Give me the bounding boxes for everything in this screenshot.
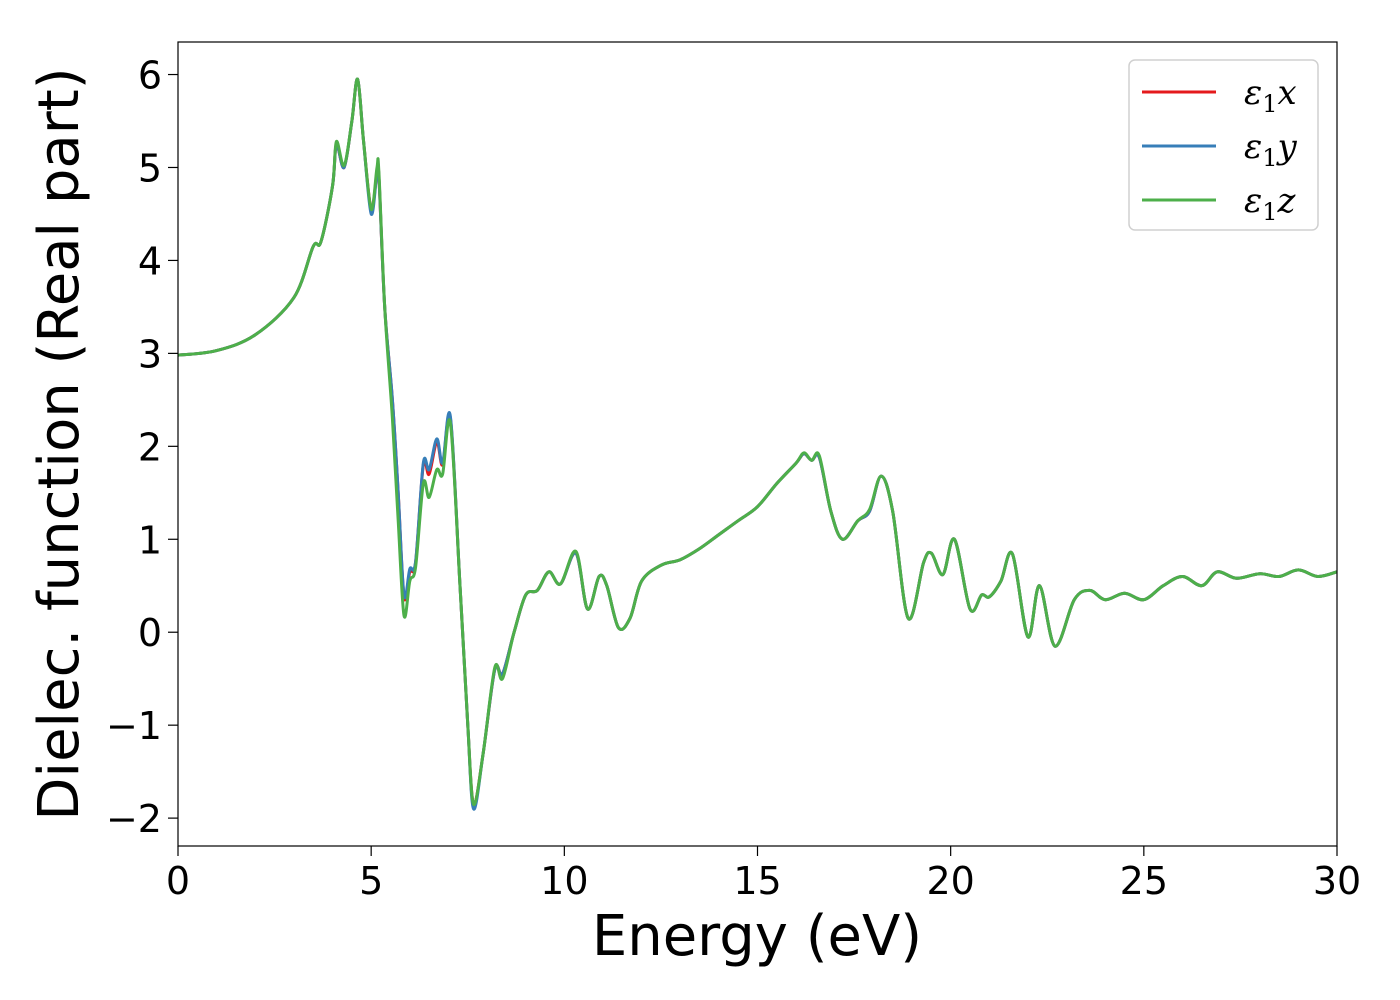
y-axis-title: Dielec. function (Real part) bbox=[27, 67, 92, 820]
legend-symbol: ε bbox=[1244, 127, 1262, 167]
x-axis-title: Energy (eV) bbox=[592, 904, 922, 969]
x-tick-label: 25 bbox=[1120, 859, 1168, 903]
legend-variable: x bbox=[1278, 73, 1297, 113]
legend-label-y: ε1y bbox=[1244, 127, 1298, 172]
y-axis: −2 −1 0 1 2 3 4 5 6 bbox=[106, 54, 178, 841]
y-tick-label: −2 bbox=[106, 797, 162, 841]
x-tick-label: 10 bbox=[540, 859, 588, 903]
y-tick-label: 0 bbox=[138, 611, 162, 655]
legend-label-z: ε1z bbox=[1244, 181, 1297, 226]
y-tick-label: 5 bbox=[138, 146, 162, 190]
x-tick-label: 20 bbox=[926, 859, 974, 903]
y-tick-label: −1 bbox=[106, 704, 162, 748]
legend-box bbox=[1128, 59, 1319, 231]
x-tick-label: 15 bbox=[733, 859, 781, 903]
legend-variable: y bbox=[1276, 127, 1298, 167]
legend-symbol: ε bbox=[1244, 73, 1262, 113]
series-line-eps1z bbox=[178, 77, 1337, 806]
legend-label-x: ε1x bbox=[1244, 73, 1297, 118]
x-tick-label: 0 bbox=[166, 859, 190, 903]
y-tick-label: 2 bbox=[138, 425, 162, 469]
y-tick-label: 1 bbox=[138, 518, 162, 562]
legend-subscript: 1 bbox=[1262, 198, 1277, 226]
y-tick-label: 6 bbox=[138, 54, 162, 98]
legend-subscript: 1 bbox=[1262, 90, 1277, 118]
legend-symbol: ε bbox=[1244, 181, 1262, 221]
x-tick-label: 30 bbox=[1313, 859, 1361, 903]
legend-subscript: 1 bbox=[1262, 144, 1277, 172]
x-tick-label: 5 bbox=[359, 859, 383, 903]
y-tick-label: 3 bbox=[138, 332, 162, 376]
y-tick-label: 4 bbox=[138, 239, 162, 283]
series-layer bbox=[178, 77, 1337, 811]
legend-variable: z bbox=[1277, 181, 1297, 221]
x-axis: 0 5 10 15 20 25 30 bbox=[166, 846, 1361, 903]
